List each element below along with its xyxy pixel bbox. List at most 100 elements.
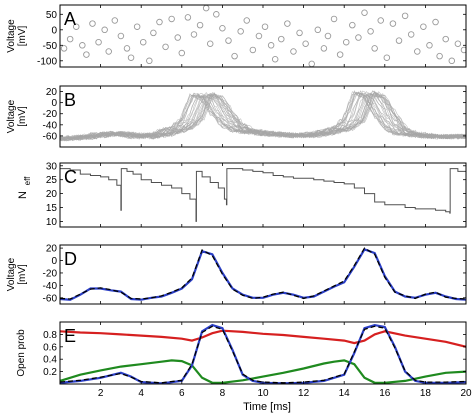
data-point bbox=[324, 32, 332, 40]
data-point bbox=[395, 37, 403, 44]
data-point bbox=[206, 40, 214, 48]
series-line bbox=[60, 329, 466, 348]
data-point bbox=[196, 21, 204, 29]
data-point bbox=[168, 15, 175, 23]
trace-line bbox=[60, 91, 466, 140]
plot-area bbox=[60, 5, 466, 67]
data-point bbox=[60, 45, 68, 52]
x-tick-label: 12 bbox=[298, 388, 310, 399]
data-point bbox=[231, 52, 238, 60]
data-point bbox=[156, 18, 163, 26]
data-point bbox=[460, 46, 466, 54]
data-point bbox=[184, 14, 192, 21]
y-tick-label: 0 bbox=[51, 256, 57, 267]
panel-letter: E bbox=[64, 326, 76, 346]
plot-area bbox=[60, 90, 466, 142]
data-point bbox=[79, 42, 86, 49]
y-axis-label-line2: [mV] bbox=[17, 264, 28, 285]
x-tick-label: 18 bbox=[420, 388, 432, 399]
y-tick-label: 0.2 bbox=[43, 367, 57, 378]
x-tick-label: 14 bbox=[339, 388, 351, 399]
data-point bbox=[383, 54, 391, 61]
data-point bbox=[349, 21, 356, 29]
y-axis-label: N bbox=[17, 191, 29, 199]
data-point bbox=[407, 31, 415, 38]
data-point bbox=[377, 17, 384, 24]
data-point bbox=[330, 15, 338, 23]
y-tick-label: -100 bbox=[37, 56, 57, 67]
data-point bbox=[314, 26, 322, 34]
data-point bbox=[139, 38, 147, 46]
x-tick-label: 6 bbox=[179, 388, 185, 399]
data-point bbox=[367, 28, 374, 35]
series-line bbox=[60, 247, 466, 301]
y-axis-label-line1: Voltage bbox=[6, 19, 17, 53]
data-point bbox=[89, 20, 96, 27]
data-point bbox=[371, 45, 378, 52]
data-point bbox=[190, 31, 198, 38]
data-point bbox=[174, 34, 181, 41]
data-point bbox=[389, 20, 397, 27]
y-tick-label: 0.8 bbox=[43, 330, 57, 341]
y-tick-label: -20 bbox=[43, 109, 58, 120]
plot-area bbox=[60, 323, 466, 384]
data-point bbox=[454, 40, 462, 48]
panel-letter: B bbox=[64, 90, 76, 110]
data-point bbox=[336, 51, 344, 58]
trace-line bbox=[60, 92, 466, 141]
y-tick-label: -60 bbox=[43, 293, 58, 304]
series-line bbox=[60, 325, 466, 384]
data-point bbox=[178, 49, 186, 57]
data-point bbox=[105, 48, 112, 55]
data-point bbox=[111, 17, 119, 24]
y-axis-label-line1: Voltage bbox=[6, 99, 17, 133]
x-tick-label: 2 bbox=[98, 388, 104, 399]
y-tick-label: 25 bbox=[46, 175, 58, 186]
x-tick-label: 4 bbox=[138, 388, 144, 399]
y-tick-label: 0 bbox=[51, 98, 57, 109]
data-point bbox=[448, 57, 456, 65]
y-tick-label: -50 bbox=[43, 41, 58, 52]
axes-frame bbox=[59, 244, 467, 305]
y-tick-label: 10 bbox=[46, 217, 58, 228]
panel-E: 2 4 6 8 10 12 14 16 18 20 0.80.6 0.40.2 Open prob E bbox=[16, 321, 472, 399]
data-point bbox=[243, 17, 251, 24]
data-point bbox=[133, 23, 141, 30]
series-line bbox=[60, 359, 466, 384]
data-point bbox=[255, 32, 263, 40]
y-tick-label: 20 bbox=[46, 244, 58, 255]
y-tick-label: -40 bbox=[43, 281, 58, 292]
panel-letter: D bbox=[64, 249, 77, 269]
n-eff-line bbox=[60, 168, 466, 222]
data-point bbox=[308, 60, 315, 67]
y-axis-label-sub: eff bbox=[23, 176, 32, 186]
data-point bbox=[290, 48, 297, 55]
y-tick-label: 15 bbox=[46, 203, 58, 214]
data-point bbox=[95, 38, 102, 46]
plot-area bbox=[60, 247, 466, 301]
panel-letter: C bbox=[64, 167, 77, 187]
x-axis-label: Time [ms] bbox=[243, 401, 291, 413]
panel-D: 200-20 -40-60 Voltage [mV] D bbox=[6, 244, 467, 305]
data-point bbox=[83, 51, 90, 58]
data-point bbox=[237, 28, 244, 35]
y-tick-label: -60 bbox=[43, 131, 58, 142]
data-point bbox=[267, 42, 275, 49]
data-point bbox=[127, 54, 135, 61]
data-point bbox=[355, 34, 362, 41]
data-point bbox=[426, 42, 433, 49]
x-tick-label: 20 bbox=[460, 388, 472, 399]
x-tick-label: 16 bbox=[379, 388, 391, 399]
y-axis-label-line2: [mV] bbox=[17, 106, 28, 127]
data-point bbox=[162, 43, 169, 51]
y-tick-label: 20 bbox=[46, 87, 58, 98]
data-point bbox=[66, 35, 74, 43]
x-tick-label: 10 bbox=[257, 388, 269, 399]
y-tick-label: 20 bbox=[46, 189, 58, 200]
data-point bbox=[284, 20, 291, 27]
data-point bbox=[302, 40, 309, 48]
data-point bbox=[361, 9, 368, 16]
data-point bbox=[278, 35, 285, 43]
